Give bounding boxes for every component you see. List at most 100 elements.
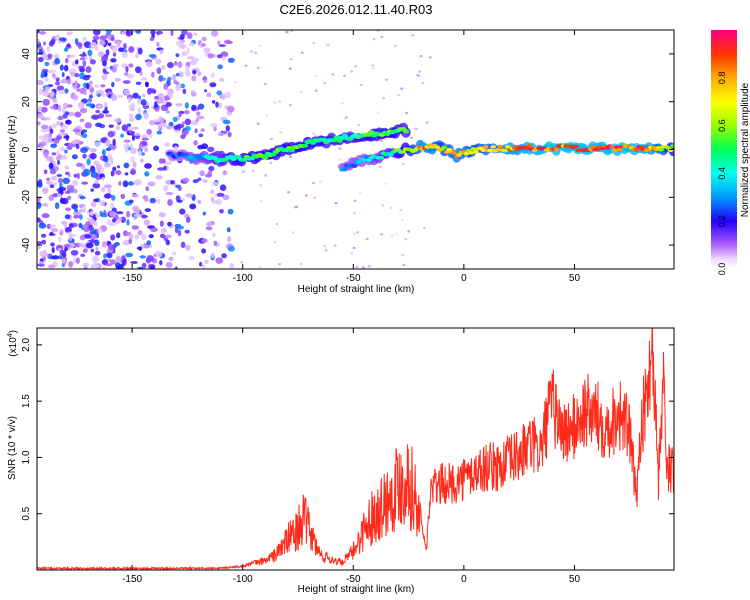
noise-speckle xyxy=(141,137,149,141)
noise-speckle xyxy=(79,57,86,61)
noise-speckle xyxy=(40,73,44,79)
noise-speckle xyxy=(311,132,315,135)
noise-speckle xyxy=(42,41,47,46)
main-track-point xyxy=(301,143,309,148)
noise-speckle xyxy=(350,252,354,255)
noise-speckle xyxy=(215,198,222,206)
noise-speckle xyxy=(41,202,49,207)
noise-speckle xyxy=(191,57,200,63)
noise-speckle xyxy=(229,262,234,269)
noise-speckle xyxy=(116,41,121,48)
main-track-point xyxy=(211,156,218,160)
noise-speckle xyxy=(149,37,155,42)
noise-speckle xyxy=(82,153,87,159)
noise-speckle xyxy=(411,34,415,37)
noise-speckle xyxy=(203,47,211,53)
noise-speckle xyxy=(269,161,273,164)
noise-speckle xyxy=(116,232,121,239)
noise-speckle xyxy=(181,30,188,36)
noise-speckle xyxy=(64,246,68,252)
noise-speckle xyxy=(390,234,394,237)
snr-multiplier-close: ) xyxy=(8,330,19,333)
secondary-track-point xyxy=(361,158,367,162)
noise-speckle xyxy=(227,105,235,113)
noise-speckle xyxy=(58,40,62,44)
noise-speckle xyxy=(318,180,322,183)
noise-speckle xyxy=(55,77,60,82)
noise-speckle xyxy=(73,211,81,217)
noise-speckle xyxy=(89,210,94,217)
noise-speckle xyxy=(112,166,117,171)
noise-speckle xyxy=(113,63,119,68)
noise-speckle xyxy=(312,41,316,45)
noise-speckle xyxy=(380,35,384,39)
noise-speckle xyxy=(58,236,62,243)
noise-speckle xyxy=(43,152,49,159)
noise-speckle xyxy=(256,122,260,125)
noise-speckle xyxy=(210,123,218,128)
noise-speckle xyxy=(167,199,173,206)
noise-speckle xyxy=(105,147,112,152)
noise-speckle xyxy=(216,54,223,59)
colorbar-label: Normalized spectral amplitude xyxy=(740,82,750,217)
snr-x-tick-label: 0 xyxy=(461,574,467,585)
noise-speckle xyxy=(244,64,248,68)
noise-speckle xyxy=(102,265,106,269)
noise-speckle xyxy=(81,133,88,139)
noise-speckle xyxy=(101,149,106,156)
noise-speckle xyxy=(74,111,82,118)
noise-speckle xyxy=(170,30,174,37)
noise-speckle xyxy=(217,40,221,46)
noise-speckle xyxy=(172,116,178,122)
noise-speckle xyxy=(159,233,166,239)
noise-speckle xyxy=(93,198,98,202)
svg-text:(x104): (x104) xyxy=(7,330,19,357)
noise-speckle xyxy=(99,40,106,46)
noise-speckle xyxy=(81,181,89,185)
noise-speckle xyxy=(46,223,52,229)
noise-speckle xyxy=(150,30,156,35)
noise-speckle xyxy=(144,147,148,153)
noise-speckle xyxy=(74,80,79,87)
noise-speckle xyxy=(84,234,92,239)
noise-speckle xyxy=(123,143,130,150)
noise-speckle xyxy=(381,204,385,207)
noise-speckle xyxy=(185,70,191,77)
snr-x-axis-label: Height of straight line (km) xyxy=(298,584,415,595)
noise-speckle xyxy=(143,112,149,120)
noise-speckle xyxy=(93,160,100,166)
noise-speckle xyxy=(233,80,237,84)
noise-speckle xyxy=(137,47,143,55)
chart-title: C2E6.2026.012.11.40.R03 xyxy=(280,2,433,17)
noise-speckle xyxy=(177,186,182,191)
noise-speckle xyxy=(139,71,143,76)
noise-speckle xyxy=(129,113,134,119)
noise-speckle xyxy=(151,71,155,78)
noise-speckle xyxy=(122,239,131,246)
noise-speckle xyxy=(44,117,51,121)
noise-speckle xyxy=(156,198,161,205)
noise-speckle xyxy=(144,163,152,169)
secondary-track-point xyxy=(473,150,479,154)
noise-speckle xyxy=(79,118,85,122)
noise-speckle xyxy=(88,94,93,99)
noise-speckle xyxy=(400,87,404,90)
noise-speckle xyxy=(428,56,432,59)
noise-speckle xyxy=(150,265,155,269)
noise-speckle xyxy=(68,235,73,242)
noise-speckle xyxy=(97,113,104,119)
noise-speckle xyxy=(90,201,97,208)
noise-speckle xyxy=(184,126,192,132)
noise-speckle xyxy=(218,44,226,48)
noise-speckle xyxy=(89,59,96,65)
noise-speckle xyxy=(202,79,208,84)
spectrogram-heatmap xyxy=(37,30,674,269)
noise-speckle xyxy=(37,263,45,267)
noise-speckle xyxy=(199,261,203,267)
spectrogram-y-tick-label: 40 xyxy=(21,48,32,60)
noise-speckle xyxy=(46,177,50,181)
noise-speckle xyxy=(64,226,72,234)
noise-speckle xyxy=(174,60,178,66)
noise-speckle xyxy=(37,38,40,45)
noise-speckle xyxy=(100,84,106,88)
